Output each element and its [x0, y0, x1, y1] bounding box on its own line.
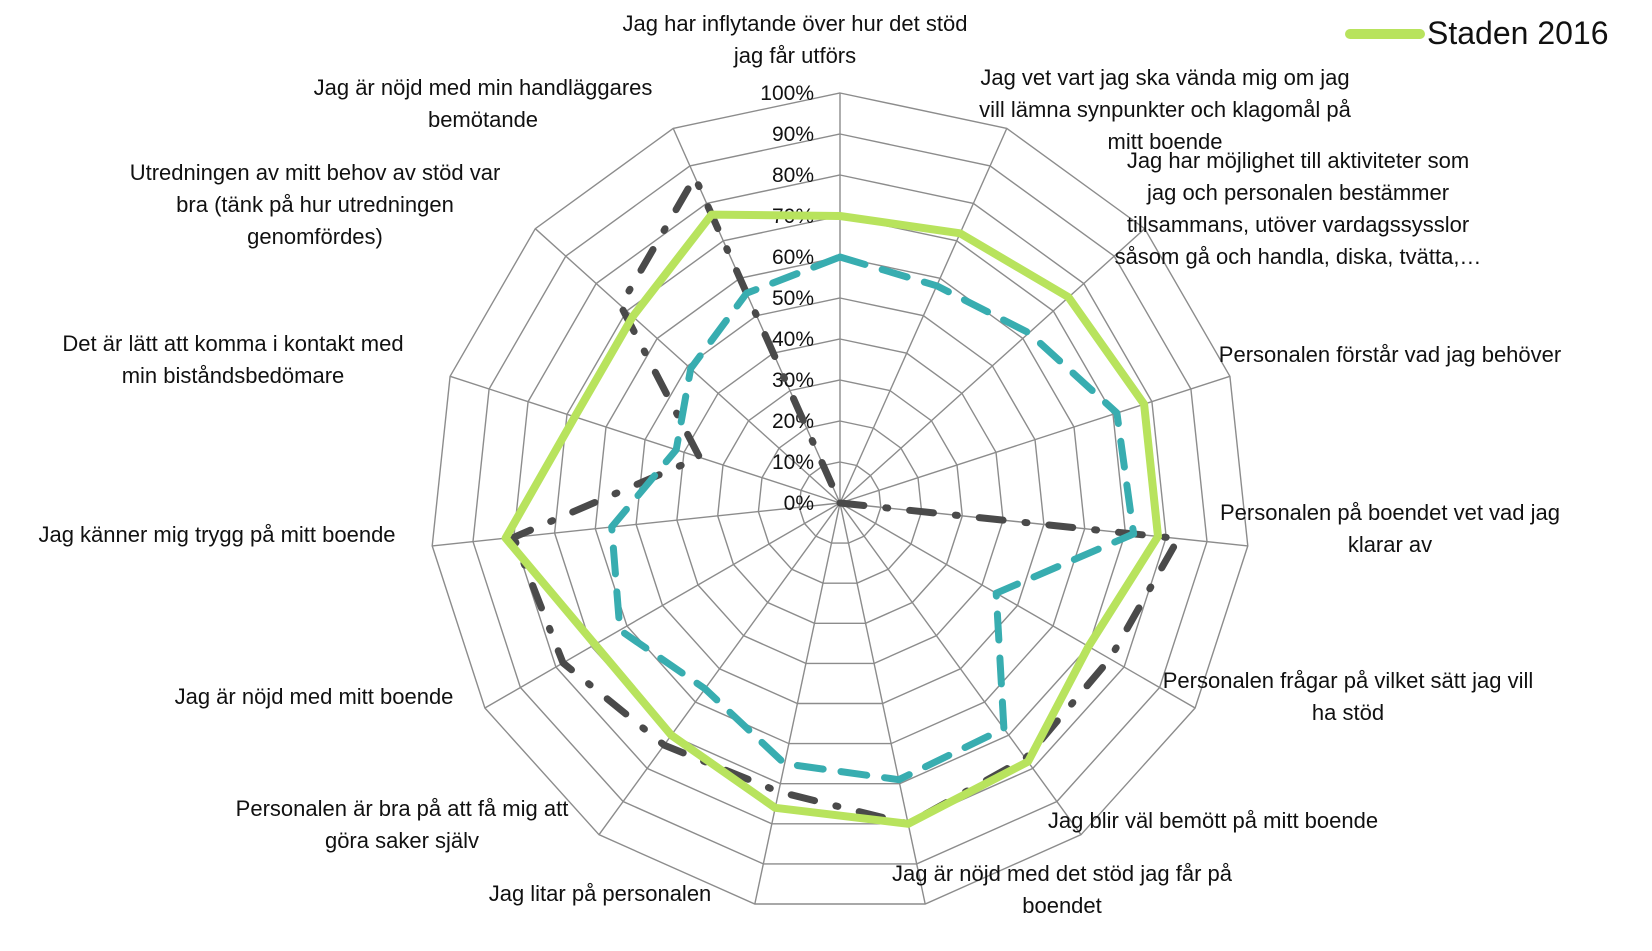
grid-spoke	[839, 502, 1082, 836]
grid-ring	[676, 338, 1004, 665]
grid-ring	[635, 297, 1045, 705]
tick-label: 30%	[772, 369, 814, 392]
tick-label: 50%	[772, 287, 814, 310]
category-label: Jag är nöjd med mitt boende	[175, 684, 454, 709]
grid-spoke	[449, 375, 841, 504]
category-label: Jag litar på personalen	[489, 881, 712, 906]
grid-ring	[757, 420, 923, 584]
grid-spoke	[432, 502, 841, 547]
legend-label: Staden 2016	[1427, 15, 1609, 51]
data-series	[501, 173, 1182, 828]
category-label: Jag känner mig trygg på mitt boende	[38, 522, 395, 547]
category-label: Det är lätt att komma i kontakt med min b…	[62, 331, 403, 388]
category-label: Jag är nöjd med det stöd jag får på boend…	[892, 861, 1233, 918]
grid-ring	[798, 461, 882, 544]
tick-label: 60%	[772, 246, 814, 269]
series-line	[501, 210, 1162, 828]
legend: Staden 2016	[1345, 15, 1609, 51]
category-label: Personalen frågar på vilket sätt jag vil…	[1163, 668, 1534, 725]
category-label: Personalen på boendet vet vad jag klarar …	[1220, 500, 1560, 557]
category-label: Jag är nöjd med min handläggares bemötand…	[314, 75, 653, 132]
series-line	[510, 173, 1182, 828]
grid-ring	[594, 256, 1086, 745]
grid-spoke	[839, 375, 1231, 504]
grid-spoke	[754, 502, 841, 905]
grid-spoke	[839, 502, 926, 905]
grid-ring	[553, 215, 1127, 785]
tick-label: 20%	[772, 410, 814, 433]
grid-spoke	[534, 228, 841, 504]
grid-spoke	[839, 502, 1248, 547]
category-label: Jag blir väl bemött på mitt boende	[1048, 808, 1378, 833]
grid-spoke	[839, 228, 1146, 504]
category-label: Jag har inflytande över hur det stöd jag …	[623, 11, 968, 68]
grid-spoke	[839, 128, 1008, 504]
grid-spoke	[484, 502, 841, 709]
grid-spoke	[598, 502, 841, 836]
tick-label: 10%	[772, 451, 814, 474]
category-label: Personalen förstår vad jag behöver	[1219, 342, 1561, 367]
tick-label: 80%	[772, 164, 814, 187]
grid-ring	[513, 174, 1167, 825]
grid-spoke	[839, 502, 1196, 709]
grid-ring	[716, 379, 964, 624]
tick-label: 90%	[772, 123, 814, 146]
series-line	[608, 253, 1138, 784]
category-label: Utredningen av mitt behov av stöd var bra…	[130, 160, 501, 249]
tick-label: 0%	[784, 492, 814, 515]
category-label: Jag vet vart jag ska vända mig om jag vil…	[979, 65, 1352, 154]
category-labels: Jag har inflytande över hur det stöd jag …	[38, 11, 1561, 918]
grid-ring	[431, 92, 1249, 905]
category-label: Jag har möjlighet till aktiviteter som ja…	[1115, 148, 1482, 269]
radial-tick-labels: 0%10%20%30%40%50%60%70%80%90%100%	[760, 82, 814, 515]
category-label: Personalen är bra på att få mig att göra …	[236, 796, 569, 853]
tick-label: 40%	[772, 328, 814, 351]
tick-label: 100%	[760, 82, 814, 105]
grid-ring	[472, 133, 1208, 865]
